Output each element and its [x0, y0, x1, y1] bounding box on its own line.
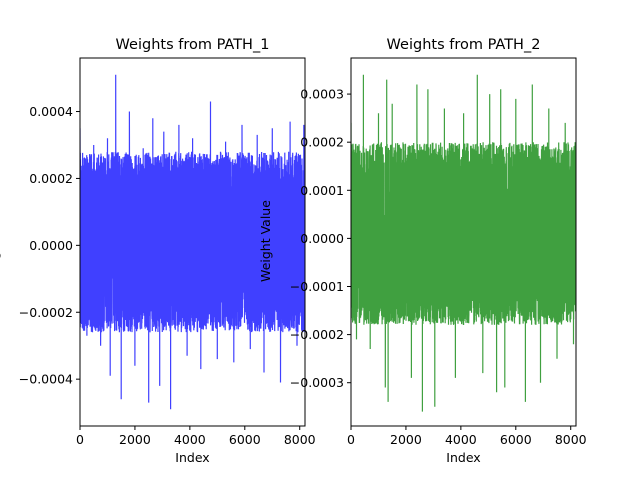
chart-2-y-tick-label: 0.0001 — [300, 183, 344, 198]
chart-2-y-tick-label: −0.0001 — [290, 279, 344, 294]
chart-2-y-tick-label: 0.0000 — [300, 231, 344, 246]
chart-2-frame — [350, 57, 577, 427]
chart-1-y-tick-label: 0.0002 — [29, 171, 73, 186]
chart-1-y-tick-label: −0.0004 — [19, 372, 73, 387]
chart-1-x-tick-label: 4000 — [174, 432, 206, 447]
chart-1: Weights from PATH_1 0 2000 4000 6000 8000 −0.0… — [0, 37, 316, 465]
chart-2-title: Weights from PATH_2 — [387, 37, 541, 53]
chart-2-x-tick-label: 6000 — [500, 432, 532, 447]
chart-1-series-line — [80, 74, 305, 410]
chart-2-series-line — [351, 74, 576, 412]
chart-2-y-axis-label: Weight Value — [258, 200, 273, 282]
chart-2-x-tick-label: 4000 — [445, 432, 477, 447]
chart-2-x-tick-label: 8000 — [555, 432, 587, 447]
chart-2-x-tick-label: 0 — [347, 432, 355, 447]
chart-1-x-tick-label: 0 — [76, 432, 84, 447]
chart-1-x-tick-label: 2000 — [119, 432, 151, 447]
chart-1-y-tick-label: −0.0002 — [19, 305, 73, 320]
chart-2-y-tick-label: 0.0002 — [300, 135, 344, 150]
chart-1-title: Weights from PATH_1 — [116, 37, 270, 53]
chart-1-y-tick-label: 0.0000 — [29, 238, 73, 253]
chart-1-x-tick-label: 6000 — [229, 432, 261, 447]
chart-2-x-tick-label: 2000 — [390, 432, 422, 447]
chart-1-y-tick-label: 0.0004 — [29, 104, 73, 119]
chart-2-y-tick-label: −0.0002 — [290, 327, 344, 342]
chart-2-x-axis-label: Index — [446, 450, 480, 465]
chart-2: Weights from PATH_2 0 2000 4000 6000 8000 −0.0… — [258, 37, 587, 465]
chart-1-x-tick-label: 8000 — [284, 432, 316, 447]
chart-1-y-axis-label: Weight Value — [0, 200, 1, 282]
chart-1-frame — [79, 57, 306, 427]
chart-2-y-tick-label: 0.0003 — [300, 87, 344, 102]
chart-2-y-tick-label: −0.0003 — [290, 375, 344, 390]
chart-1-x-axis-label: Index — [175, 450, 209, 465]
